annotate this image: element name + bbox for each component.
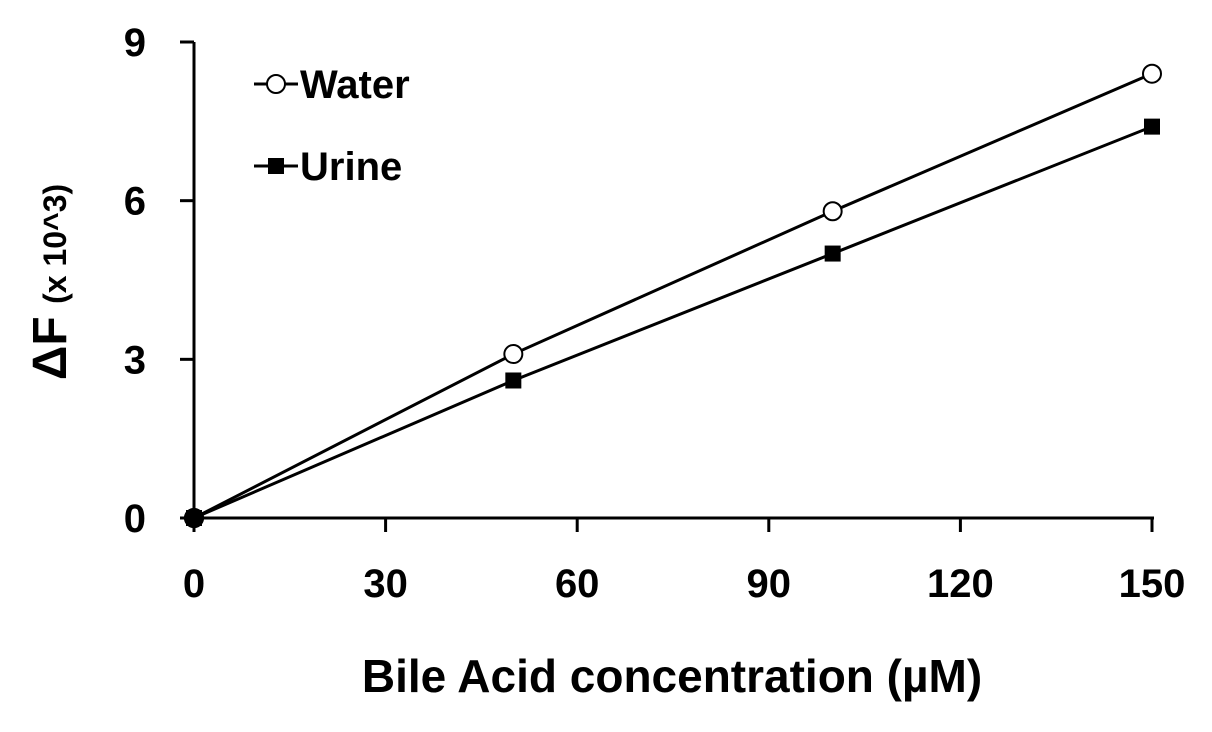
x-tick-label: 30 [363,562,408,606]
x-axis-title: Bile Acid concentration (µM) [362,650,982,702]
data-point-water [822,201,843,222]
legend-item-urine: Urine [254,145,402,189]
data-point-urine [1144,118,1160,135]
x-tick-label: 0 [183,562,205,606]
series-line-urine [193,125,1153,520]
legend-marker [266,74,286,94]
y-axis-title-sub: (x 10^3) [37,184,73,304]
data-point-water [1142,63,1162,84]
axes: 0 30 60 90 120 150 0 3 6 9 [124,21,1186,606]
y-axis-title: ΔF (x 10^3) [24,184,77,380]
series-line-water [193,72,1153,520]
y-axis-title-main: ΔF [24,316,77,380]
series-layer [184,63,1162,528]
legend-label: Water [300,63,410,107]
x-tick-label: 60 [555,562,600,606]
x-tick-label: 150 [1119,562,1186,606]
y-tick-label: 9 [124,21,146,65]
y-tick-label: 0 [124,497,146,541]
data-point-water [503,344,524,365]
legend-label: Urine [300,145,402,189]
legend-marker [268,158,284,174]
data-point-urine [505,372,522,389]
data-point-urine [824,245,841,262]
x-tick-label: 120 [927,562,994,606]
legend-item-water: Water [254,63,410,107]
legend: Water Urine [254,63,410,189]
y-tick-label: 6 [124,180,146,224]
x-tick-label: 90 [747,562,792,606]
y-tick-label: 3 [124,338,146,382]
origin-point [184,508,204,528]
